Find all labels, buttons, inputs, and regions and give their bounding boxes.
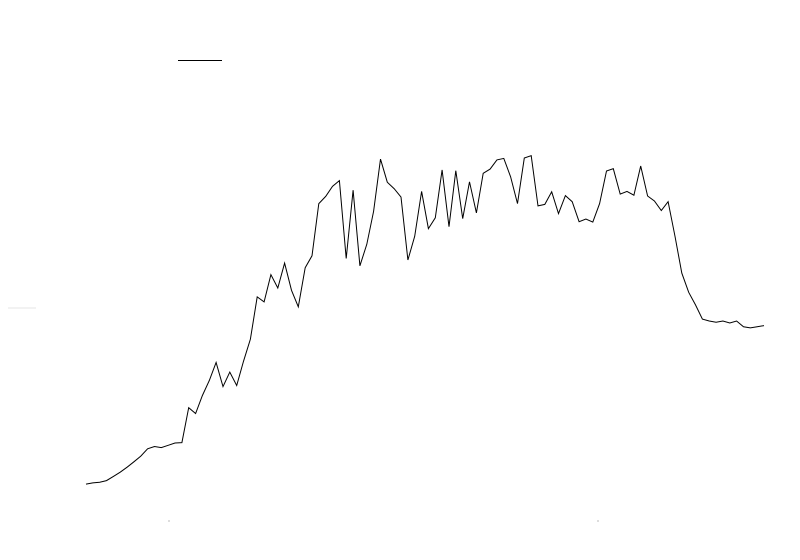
series-line [85,155,765,485]
axis-specks [8,307,599,522]
legend-line-swatch [178,60,222,61]
legend [178,52,224,70]
series-group [85,155,765,485]
